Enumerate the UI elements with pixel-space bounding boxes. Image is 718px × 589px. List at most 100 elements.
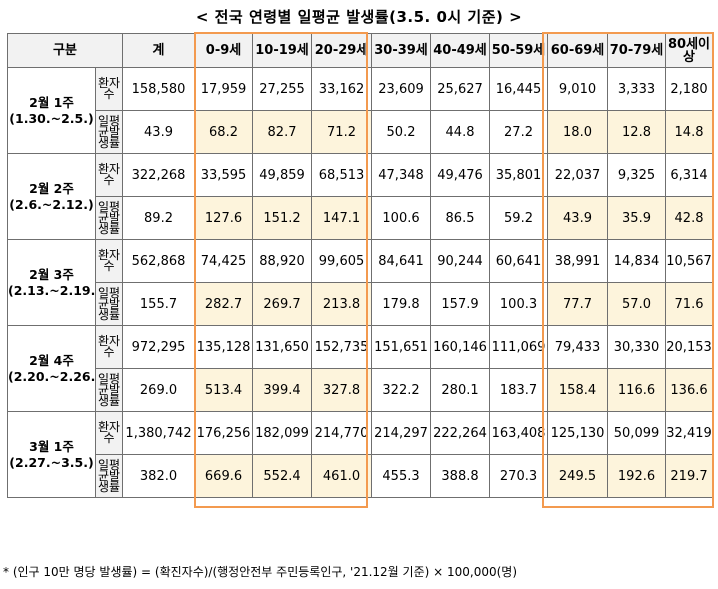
patient-count-cell: 14,834 [607,239,667,283]
table-row: 2월 1주 (1.30.~2.5.) 환자수 158,580 17,959 27,255 3… [7,67,714,154]
daily-rate-row-label: 일평균발생률 [94,196,124,240]
patient-count-cell: 32,419 [665,411,714,455]
daily-rate-cell: 183.7 [489,368,549,412]
patient-count-cell: 50,099 [607,411,667,455]
patient-count-cell: 99,605 [311,239,373,283]
patient-count-cell: 27,255 [252,67,313,111]
daily-rate-cell: 158.4 [547,368,609,412]
daily-rate-cell: 86.5 [430,196,491,240]
patient-count-cell: 60,641 [489,239,549,283]
daily-rate-cell: 71.2 [311,110,373,154]
daily-rate-cell: 461.0 [311,454,373,498]
header-category: 구분 [6,33,124,68]
patient-count-cell: 49,859 [252,153,313,197]
table-row: 2월 4주 (2.20.~2.26.) 환자수 972,295 135,128 131,6… [7,325,714,412]
daily-rate-cell: 147.1 [311,196,373,240]
patient-count-cell: 562,868 [122,239,196,283]
table-row: 일평균발생률 382.0 669.6 552.4 461.0 455.3 388.8 270.… [8,454,714,498]
week-range: (2.6.~2.12.) [9,196,94,212]
table-row: 일평균발생률 89.2 127.6 151.2 147.1 100.6 86.5 59.2 43… [8,196,714,240]
table-row: 일평균발생률 43.9 68.2 82.7 71.2 50.2 44.8 27.2 18.0 12… [8,110,714,154]
daily-rate-cell: 270.3 [489,454,549,498]
patients-row-label: 환자수 [94,411,124,455]
week-range: (2.13.~2.19.) [8,282,96,298]
patients-row-label: 환자수 [94,67,124,111]
header-age-80-plus: 80세이상 [665,33,714,68]
patient-count-cell: 35,801 [489,153,549,197]
week-range: (2.20.~2.26.) [8,368,96,384]
header-age-0-9: 0-9세 [194,33,254,68]
daily-rate-cell: 89.2 [122,196,196,240]
daily-rate-cell: 179.8 [371,282,432,326]
patient-count-cell: 111,069 [489,325,549,369]
footnote: * (인구 10만 명당 발생률) = (확진자수)/(행정안전부 주민등록인구… [3,565,518,579]
patient-count-cell: 214,297 [371,411,432,455]
patient-count-cell: 222,264 [430,411,491,455]
daily-rate-row-label: 일평균발생률 [94,282,124,326]
patient-count-cell: 38,991 [547,239,609,283]
daily-rate-cell: 192.6 [607,454,667,498]
week-name: 2월 2주 [29,180,74,196]
week-label: 2월 2주 (2.6.~2.12.) [7,153,96,240]
daily-rate-cell: 157.9 [430,282,491,326]
week-range: (1.30.~2.5.) [9,110,94,126]
patient-count-cell: 182,099 [252,411,313,455]
patient-count-cell: 10,567 [665,239,714,283]
daily-rate-cell: 282.7 [194,282,254,326]
patient-count-cell: 131,650 [252,325,313,369]
week-label: 2월 3주 (2.13.~2.19.) [7,239,96,326]
patient-count-cell: 9,010 [547,67,609,111]
header-total: 계 [122,33,196,68]
daily-rate-cell: 669.6 [194,454,254,498]
daily-rate-cell: 399.4 [252,368,313,412]
patient-count-cell: 158,580 [122,67,196,111]
daily-rate-cell: 116.6 [607,368,667,412]
patient-count-cell: 176,256 [194,411,254,455]
patient-count-cell: 90,244 [430,239,491,283]
patient-count-cell: 84,641 [371,239,432,283]
patient-count-cell: 20,153 [665,325,714,369]
patient-count-cell: 151,651 [371,325,432,369]
header-row: 구분 계 0-9세 10-19세 20-29세 30-39세 40-49세 50… [6,33,714,68]
patient-count-cell: 49,476 [430,153,491,197]
patient-count-cell: 214,770 [311,411,373,455]
patient-count-cell: 30,330 [607,325,667,369]
daily-rate-cell: 100.6 [371,196,432,240]
daily-rate-cell: 155.7 [122,282,196,326]
patient-count-cell: 74,425 [194,239,254,283]
daily-rate-cell: 44.8 [430,110,491,154]
patient-count-cell: 33,595 [194,153,254,197]
table-row: 2월 2주 (2.6.~2.12.) 환자수 322,268 33,595 49,859 6… [7,153,714,240]
header-age-70-79: 70-79세 [607,33,667,68]
daily-rate-cell: 127.6 [194,196,254,240]
table-row: 일평균발생률 155.7 282.7 269.7 213.8 179.8 157.9 100.… [8,282,714,326]
week-name: 2월 3주 [29,266,74,282]
week-label: 2월 1주 (1.30.~2.5.) [7,67,96,154]
daily-rate-cell: 18.0 [547,110,609,154]
daily-rate-cell: 219.7 [665,454,714,498]
daily-rate-cell: 213.8 [311,282,373,326]
table-row: 3월 1주 (2.27.~3.5.) 환자수 1,380,742 176,256 182,… [7,411,714,498]
daily-rate-cell: 42.8 [665,196,714,240]
daily-rate-cell: 388.8 [430,454,491,498]
week-name: 2월 1주 [29,94,74,110]
patient-count-cell: 79,433 [547,325,609,369]
patient-count-cell: 163,408 [489,411,549,455]
patient-count-cell: 9,325 [607,153,667,197]
daily-rate-cell: 43.9 [547,196,609,240]
patient-count-cell: 47,348 [371,153,432,197]
daily-rate-cell: 59.2 [489,196,549,240]
header-age-40-49: 40-49세 [430,33,491,68]
daily-rate-cell: 27.2 [489,110,549,154]
daily-rate-cell: 82.7 [252,110,313,154]
week-name: 3월 1주 [29,438,74,454]
daily-rate-cell: 269.0 [122,368,196,412]
table-row: 2월 3주 (2.13.~2.19.) 환자수 562,868 74,425 88,920… [7,239,714,326]
daily-rate-row-label: 일평균발생률 [94,454,124,498]
daily-rate-cell: 71.6 [665,282,714,326]
daily-rate-row-label: 일평균발생률 [94,110,124,154]
week-label: 3월 1주 (2.27.~3.5.) [7,411,96,498]
daily-rate-cell: 327.8 [311,368,373,412]
patient-count-cell: 17,959 [194,67,254,111]
header-age-60-69: 60-69세 [547,33,609,68]
